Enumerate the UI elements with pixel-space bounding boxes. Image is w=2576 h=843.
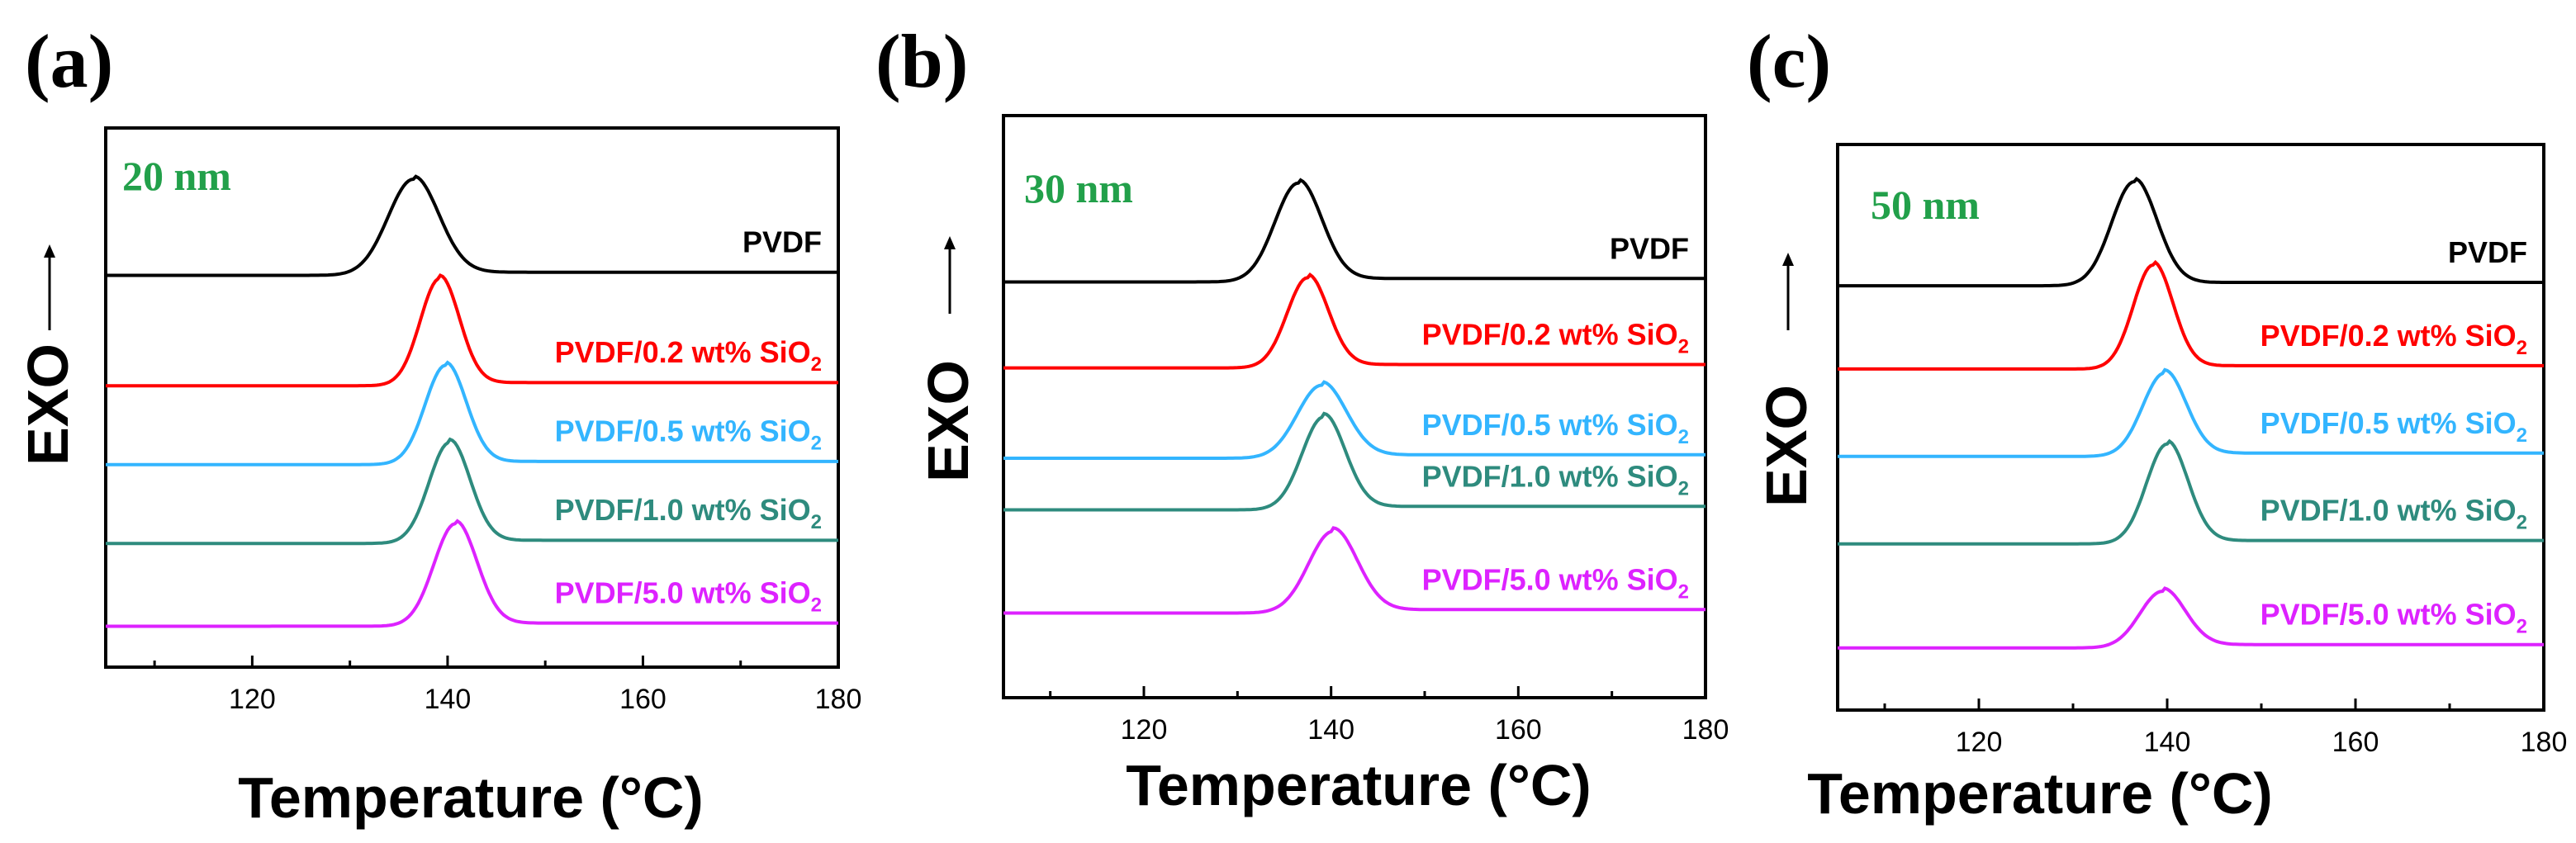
particle-size-label: 30 nm — [1024, 165, 1133, 211]
series-line-2 — [106, 360, 838, 466]
x-tick-label: 140 — [1307, 714, 1354, 746]
x-tick-label: 120 — [1956, 727, 2003, 758]
series-label-0: PVDF — [742, 225, 822, 258]
series-line-0 — [1003, 178, 1705, 284]
x-tick-label: 180 — [815, 684, 862, 715]
series-line-2 — [1003, 380, 1705, 460]
x-tick-label: 160 — [1495, 714, 1542, 746]
x-tick-label: 160 — [619, 684, 667, 715]
series-label-2: PVDF/0.5 wt% SiO2 — [2261, 406, 2527, 447]
series-label-0: PVDF — [2448, 235, 2527, 269]
series-label-2: PVDF/0.5 wt% SiO2 — [555, 414, 822, 455]
y-axis-label: EXO — [1754, 385, 1819, 507]
x-tick-label: 120 — [1121, 714, 1168, 746]
series-label-3: PVDF/1.0 wt% SiO2 — [555, 493, 822, 533]
x-axis-label: Temperature (°C) — [1126, 753, 1591, 817]
series-line-3 — [1838, 438, 2544, 546]
panel-a: 120 140 160 180 (a) 20 nm Temperature (°C) EXO P… — [16, 19, 861, 830]
x-axis-label: Temperature (°C) — [1807, 761, 2272, 826]
series-label-4: PVDF/5.0 wt% SiO2 — [1422, 563, 1689, 604]
series-line-4 — [106, 519, 838, 628]
panel-label: (c) — [1747, 19, 1831, 103]
panel-label: (b) — [875, 19, 968, 103]
series-label-3: PVDF/1.0 wt% SiO2 — [2261, 494, 2527, 534]
x-tick-label: 120 — [229, 684, 276, 715]
panel-c: 120 140 160 180 (c) 50 nm Temperature (°C) EXO P… — [1747, 19, 2567, 826]
x-axis-label: Temperature (°C) — [238, 765, 703, 830]
series-label-3: PVDF/1.0 wt% SiO2 — [1422, 460, 1689, 500]
series-label-1: PVDF/0.2 wt% SiO2 — [2261, 319, 2527, 359]
particle-size-label: 50 nm — [1871, 182, 1980, 228]
series-line-0 — [1838, 177, 2544, 288]
series-line-4 — [1838, 586, 2544, 650]
series-line-0 — [106, 174, 838, 277]
particle-size-label: 20 nm — [122, 153, 231, 199]
series-line-3 — [1003, 411, 1705, 512]
y-arrow-head-icon — [44, 244, 55, 258]
plot-frame — [1002, 114, 1707, 699]
y-axis-label: EXO — [16, 343, 80, 466]
series-line-2 — [1838, 367, 2544, 458]
series-label-2: PVDF/0.5 wt% SiO2 — [1422, 408, 1689, 448]
panel-b: 120 140 160 180 (b) 30 nm Temperature (°C) EXO P… — [875, 19, 1729, 817]
series-line-4 — [1003, 526, 1705, 615]
series-label-4: PVDF/5.0 wt% SiO2 — [555, 575, 822, 616]
plot-frame — [1836, 143, 2545, 712]
y-arrow-head-icon — [1782, 253, 1794, 266]
x-tick-label: 160 — [2332, 727, 2379, 758]
series-line-1 — [1003, 272, 1705, 370]
series-line-1 — [106, 272, 838, 388]
y-arrow-head-icon — [944, 236, 956, 249]
series-label-4: PVDF/5.0 wt% SiO2 — [2261, 598, 2527, 638]
x-tick-label: 140 — [425, 684, 472, 715]
series-label-1: PVDF/0.2 wt% SiO2 — [1422, 318, 1689, 358]
series-line-3 — [106, 437, 838, 546]
series-line-1 — [1838, 259, 2544, 371]
x-tick-label: 180 — [2521, 727, 2568, 758]
x-tick-label: 140 — [2144, 727, 2191, 758]
series-label-0: PVDF — [1610, 231, 1689, 265]
panel-label: (a) — [25, 19, 113, 103]
series-label-1: PVDF/0.2 wt% SiO2 — [555, 335, 822, 376]
y-axis-label: EXO — [916, 360, 980, 482]
plot-frame — [104, 126, 840, 669]
x-tick-label: 180 — [1682, 714, 1729, 746]
